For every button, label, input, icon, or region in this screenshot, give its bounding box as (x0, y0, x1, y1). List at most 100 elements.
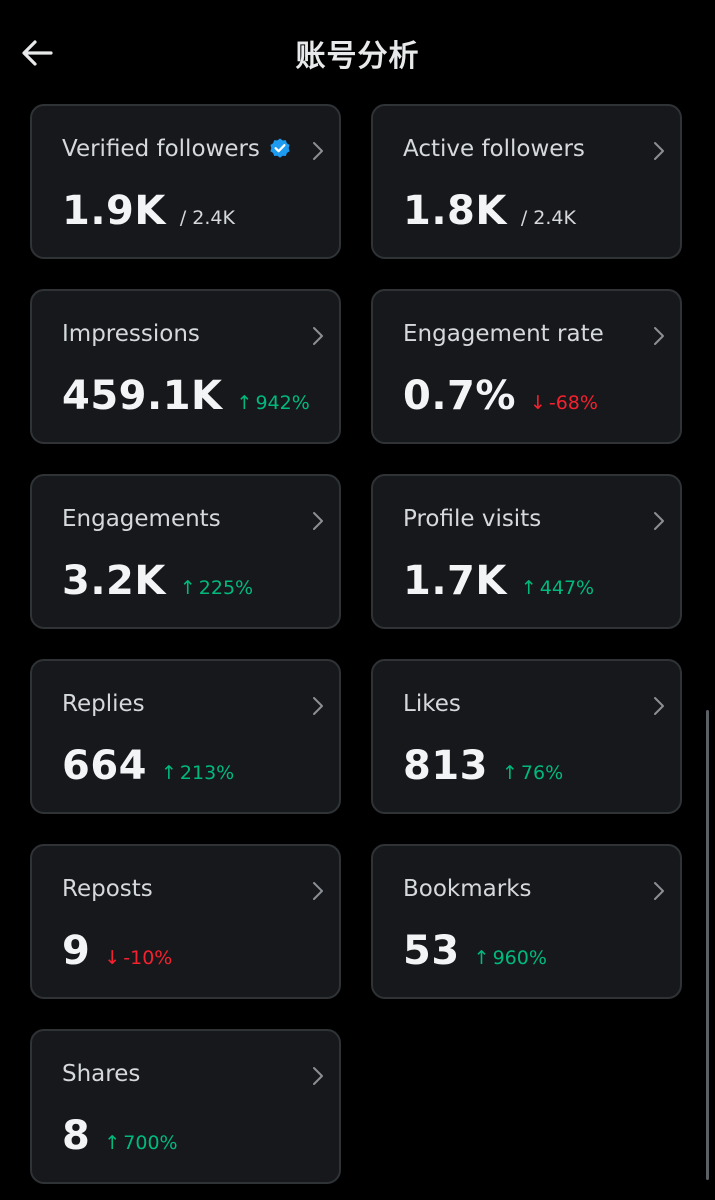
metric-value: 8 (62, 1113, 91, 1159)
metric-value: 1.8K (403, 188, 507, 234)
card-label-text: Shares (62, 1061, 141, 1087)
value-row: 8 ↑ 700% (62, 1113, 178, 1159)
chevron-right-icon (654, 512, 664, 530)
metric-value: 3.2K (62, 558, 166, 604)
metric-change: ↓ -10% (104, 947, 172, 969)
metric-change: ↑ 213% (161, 762, 234, 784)
metric-value: 1.7K (403, 558, 507, 604)
scrollbar[interactable] (706, 710, 709, 1180)
card-label: Verified followers (62, 136, 292, 162)
metric-change: ↑ 960% (474, 947, 547, 969)
chevron-right-icon (654, 327, 664, 345)
card-label-text: Bookmarks (403, 876, 532, 902)
metric-change: ↑ 700% (104, 1132, 177, 1154)
metric-value: 9 (62, 928, 91, 974)
card-label: Impressions (62, 321, 200, 347)
metric-value: 664 (62, 743, 147, 789)
metric-value: 459.1K (62, 373, 223, 419)
change-percent: 960% (492, 947, 547, 969)
card-label-text: Verified followers (62, 136, 260, 162)
arrow-down-icon: ↓ (104, 947, 121, 969)
value-row: 459.1K ↑ 942% (62, 373, 310, 419)
card-engagements[interactable]: Engagements 3.2K ↑ 225% (30, 474, 341, 629)
card-active-followers[interactable]: Active followers 1.8K / 2.4K (371, 104, 682, 259)
card-label: Bookmarks (403, 876, 532, 902)
card-reposts[interactable]: Reposts 9 ↓ -10% (30, 844, 341, 999)
metric-change: ↑ 942% (237, 392, 310, 414)
card-label-text: Active followers (403, 136, 585, 162)
value-row: 1.8K / 2.4K (403, 188, 576, 234)
value-row: 1.9K / 2.4K (62, 188, 235, 234)
card-label: Profile visits (403, 506, 541, 532)
arrow-up-icon: ↑ (104, 1132, 121, 1154)
card-profile-visits[interactable]: Profile visits 1.7K ↑ 447% (371, 474, 682, 629)
change-percent: -68% (548, 392, 598, 414)
card-label: Likes (403, 691, 461, 717)
card-label-text: Impressions (62, 321, 200, 347)
metric-change: ↓ -68% (530, 392, 598, 414)
chevron-right-icon (313, 142, 323, 160)
card-label: Reposts (62, 876, 153, 902)
arrow-up-icon: ↑ (161, 762, 177, 784)
top-bar: 账号分析 (0, 0, 715, 104)
arrow-up-icon: ↑ (520, 577, 537, 599)
card-label: Engagements (62, 506, 221, 532)
metric-change: ↑ 76% (502, 762, 563, 784)
value-row: 1.7K ↑ 447% (403, 558, 594, 604)
change-percent: 76% (520, 762, 564, 784)
card-verified-followers[interactable]: Verified followers 1.9K / 2.4K (30, 104, 341, 259)
metric-value: 53 (403, 928, 460, 974)
chevron-right-icon (313, 327, 323, 345)
arrow-down-icon: ↓ (529, 392, 546, 414)
chevron-right-icon (654, 882, 664, 900)
metric-total: / 2.4K (520, 207, 576, 229)
card-label: Active followers (403, 136, 585, 162)
card-label: Replies (62, 691, 145, 717)
value-row: 0.7% ↓ -68% (403, 373, 598, 419)
metric-change: ↑ 447% (521, 577, 594, 599)
metric-value: 1.9K (62, 188, 166, 234)
card-label-text: Reposts (62, 876, 153, 902)
back-button[interactable] (18, 36, 56, 70)
chevron-right-icon (313, 697, 323, 715)
page-title: 账号分析 (295, 39, 420, 74)
chevron-right-icon (654, 697, 664, 715)
card-engagement-rate[interactable]: Engagement rate 0.7% ↓ -68% (371, 289, 682, 444)
value-row: 3.2K ↑ 225% (62, 558, 253, 604)
card-impressions[interactable]: Impressions 459.1K ↑ 942% (30, 289, 341, 444)
card-label-text: Likes (403, 691, 461, 717)
metric-total: / 2.4K (179, 207, 235, 229)
card-label-text: Engagement rate (403, 321, 604, 347)
value-row: 813 ↑ 76% (403, 743, 563, 789)
card-label-text: Engagements (62, 506, 221, 532)
chevron-right-icon (654, 142, 664, 160)
card-replies[interactable]: Replies 664 ↑ 213% (30, 659, 341, 814)
card-likes[interactable]: Likes 813 ↑ 76% (371, 659, 682, 814)
value-row: 53 ↑ 960% (403, 928, 547, 974)
change-percent: 942% (255, 392, 310, 414)
change-percent: 225% (198, 577, 254, 599)
card-label-text: Replies (62, 691, 145, 717)
value-row: 664 ↑ 213% (62, 743, 234, 789)
card-shares[interactable]: Shares 8 ↑ 700% (30, 1029, 341, 1184)
change-percent: 447% (539, 577, 595, 599)
card-label: Engagement rate (403, 321, 604, 347)
card-label-text: Profile visits (403, 506, 542, 532)
card-label: Shares (62, 1061, 140, 1087)
change-percent: 700% (123, 1132, 178, 1154)
metric-value: 0.7% (403, 373, 516, 419)
metrics-grid: Verified followers 1.9K / 2.4K Active fo… (30, 104, 682, 1184)
card-bookmarks[interactable]: Bookmarks 53 ↑ 960% (371, 844, 682, 999)
change-percent: -10% (123, 947, 173, 969)
chevron-right-icon (313, 512, 323, 530)
chevron-right-icon (313, 1067, 323, 1085)
arrow-up-icon: ↑ (473, 947, 490, 969)
arrow-left-icon (22, 40, 53, 66)
arrow-up-icon: ↑ (502, 762, 518, 784)
chevron-right-icon (313, 882, 323, 900)
verified-badge-icon (268, 137, 292, 161)
arrow-up-icon: ↑ (236, 392, 253, 414)
metric-change: ↑ 225% (180, 577, 253, 599)
arrow-up-icon: ↑ (179, 577, 196, 599)
metric-value: 813 (403, 743, 488, 789)
